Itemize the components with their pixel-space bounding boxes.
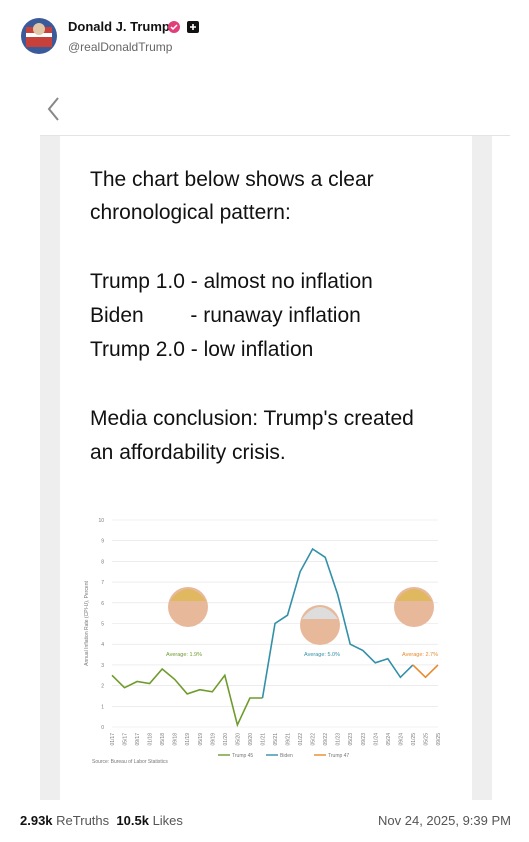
annotation: Average: 5.0%	[304, 652, 340, 658]
series-line	[412, 664, 439, 679]
x-tick-label: 05/19	[198, 733, 204, 746]
y-tick-label: 2	[101, 684, 104, 690]
back-button[interactable]	[44, 96, 64, 122]
x-tick-label: 05/24	[386, 733, 392, 746]
x-tick-label: 01/25	[411, 733, 417, 746]
x-tick-label: 01/22	[298, 733, 304, 746]
x-tick-label: 05/18	[160, 733, 166, 746]
post-text-line: Media conclusion: Trump's created	[90, 407, 414, 430]
y-tick-label: 0	[101, 725, 104, 731]
like-label[interactable]: Likes	[152, 813, 183, 828]
x-tick-label: 01/19	[185, 733, 191, 746]
author-handle[interactable]: @realDonaldTrump	[68, 40, 173, 54]
post-text-line: Trump 2.0 - low inflation	[90, 338, 314, 361]
retruth-count: 2.93k	[20, 813, 53, 828]
timestamp: Nov 24, 2025, 9:39 PM	[378, 813, 511, 828]
x-tick-label: 01/21	[260, 733, 266, 746]
x-tick-label: 05/17	[123, 733, 129, 746]
y-tick-label: 5	[101, 622, 104, 628]
stats: 2.93k ReTruths 10.5k Likes	[20, 813, 183, 828]
series-line	[111, 667, 263, 728]
x-tick-label: 05/23	[348, 733, 354, 746]
x-tick-label: 09/18	[173, 733, 179, 746]
chart: 0 1 2 3 4 5 6 7 8 9 10 Annual Inflation Rate (CPI-U…	[84, 518, 442, 765]
y-tick-label: 10	[98, 518, 104, 524]
x-tick-label: 01/23	[336, 733, 342, 746]
post-text-line: an affordability crisis.	[90, 441, 286, 464]
post-text-line: Trump 1.0 - almost no inflation	[90, 270, 373, 293]
y-tick-label: 9	[101, 539, 104, 545]
legend-label: Biden	[280, 753, 293, 759]
x-tick-label: 05/20	[235, 733, 241, 746]
x-tick-label: 05/21	[273, 733, 279, 746]
annotation: Average: 2.7%	[402, 652, 438, 658]
y-tick-label: 6	[101, 601, 104, 607]
x-tick-label: 09/21	[286, 733, 292, 746]
x-tick-label: 05/25	[423, 733, 429, 746]
x-tick-label: 01/24	[373, 733, 379, 746]
x-tick-label: 09/23	[361, 733, 367, 746]
x-tick-label: 09/22	[323, 733, 329, 746]
legend-label: Trump 47	[328, 753, 349, 759]
x-tick-label: 09/19	[210, 733, 216, 746]
x-tick-label: 01/17	[110, 733, 116, 746]
source-note: Source: Bureau of Labor Statistics	[92, 759, 168, 765]
x-tick-label: 09/25	[436, 733, 442, 746]
face-hair	[302, 607, 338, 619]
post-text-line: chronological pattern:	[90, 201, 291, 224]
x-tick-label: 01/20	[223, 733, 229, 746]
post-text-line: The chart below shows a clear	[90, 168, 374, 191]
author-name[interactable]: Donald J. Trump	[68, 19, 170, 34]
y-tick-label: 8	[101, 559, 104, 565]
x-tick-label: 09/24	[398, 733, 404, 746]
legend-label: Trump 45	[232, 753, 253, 759]
y-tick-label: 7	[101, 580, 104, 586]
face-hair	[170, 589, 206, 601]
face-hair	[396, 589, 432, 601]
series-line	[261, 547, 414, 699]
y-tick-label: 4	[101, 642, 104, 648]
x-tick-label: 09/20	[248, 733, 254, 746]
annotation: Average: 1.9%	[166, 652, 202, 658]
avatar[interactable]	[20, 17, 58, 55]
badges	[168, 21, 199, 33]
like-count: 10.5k	[116, 813, 149, 828]
y-tick-label: 1	[101, 704, 104, 710]
x-tick-label: 01/18	[148, 733, 154, 746]
image	[60, 136, 472, 800]
y-axis-label: Annual Inflation Rate (CPI-U), Percent	[84, 581, 90, 666]
retruth-label[interactable]: ReTruths	[56, 813, 110, 828]
post-text-line: Biden - runaway inflation	[90, 304, 361, 327]
y-tick-label: 3	[101, 663, 104, 669]
divider	[40, 135, 510, 136]
x-tick-label: 05/22	[311, 733, 317, 746]
x-tick-label: 09/17	[135, 733, 141, 746]
